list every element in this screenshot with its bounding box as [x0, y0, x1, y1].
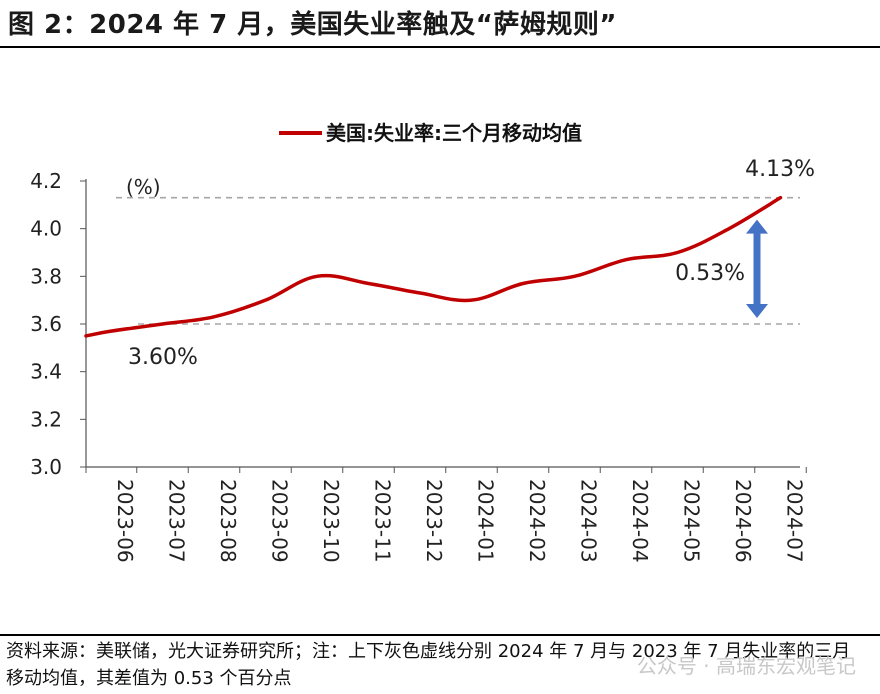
x-tick-label: 2023-10	[319, 479, 343, 563]
difference-arrow-shaft	[753, 231, 761, 306]
series-layer	[84, 195, 783, 338]
y-tick-label: 3.0	[30, 455, 62, 479]
annotation-layer: 4.13% 3.60% 0.53%	[128, 157, 815, 370]
y-tick-label: 3.6	[30, 312, 62, 336]
line-chart: 3.0 3.2 3.4 3.6 3.8 4.0 4.2 (%) 2023-06 2023-07 20…	[30, 121, 815, 563]
difference-arrow-head-up	[746, 219, 768, 234]
axes-layer: 3.0 3.2 3.4 3.6 3.8 4.0 4.2 (%) 2023-06 2023-07 20…	[30, 169, 807, 563]
legend-label: 美国:失业率:三个月移动均值	[326, 121, 582, 145]
x-tick-label: 2024-07	[783, 479, 807, 563]
reference-lines-layer	[116, 196, 800, 325]
upper-value-label: 4.13%	[745, 157, 815, 182]
difference-arrow-head-down	[746, 304, 768, 318]
footer-divider	[0, 634, 880, 636]
x-tick-label: 2024-05	[680, 479, 704, 563]
x-tick-label: 2023-07	[165, 479, 189, 563]
x-tick-label: 2023-08	[216, 479, 240, 563]
source-note: 资料来源：美联储，光大证券研究所；注：上下灰色虚线分别 2024 年 7 月与 …	[6, 641, 851, 689]
figure-title: 图 2：2024 年 7 月，美国失业率触及“萨姆规则”	[8, 10, 617, 40]
y-tick-label: 3.2	[30, 407, 62, 431]
x-tick-label: 2024-03	[577, 479, 601, 563]
difference-arrow	[746, 219, 768, 318]
x-tick-label: 2023-11	[371, 479, 395, 563]
x-tick-label: 2024-02	[525, 479, 549, 563]
difference-label: 0.53%	[675, 261, 745, 286]
y-tick-label: 3.8	[30, 264, 62, 288]
watermark: 公众号 · 高瑞东宏观笔记	[636, 654, 856, 678]
y-tick-label: 4.2	[30, 169, 62, 193]
y-axis-unit-label: (%)	[126, 175, 161, 199]
x-tick-label: 2024-04	[628, 479, 652, 563]
x-tick-label: 2024-06	[731, 479, 755, 563]
x-tick-label: 2023-09	[268, 479, 292, 563]
title-divider	[0, 46, 880, 48]
y-tick-label: 4.0	[30, 217, 62, 241]
lower-value-label: 3.60%	[128, 345, 198, 370]
legend: 美国:失业率:三个月移动均值	[279, 121, 582, 145]
y-tick-label: 3.4	[30, 360, 62, 384]
x-tick-label: 2023-12	[422, 479, 446, 563]
x-tick-label: 2023-06	[113, 479, 137, 563]
x-tick-label: 2024-01	[474, 479, 498, 563]
